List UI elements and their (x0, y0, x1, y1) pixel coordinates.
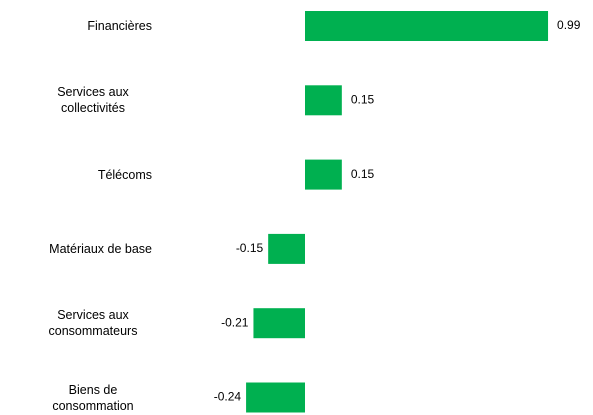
bar (268, 233, 305, 264)
category-label-box: Financières (0, 6, 152, 46)
category-label-box: Matériaux de base (0, 229, 152, 269)
value-label: 0.99 (557, 18, 581, 32)
category-label-box: Services aux collectivités (0, 80, 152, 120)
value-label: 0.15 (351, 167, 375, 181)
category-label: Biens de consommation (52, 382, 134, 413)
category-label-box: Biens de consommation (0, 378, 152, 415)
bar (246, 382, 305, 413)
category-label: Matériaux de base (49, 241, 152, 256)
value-label: -0.21 (221, 315, 249, 329)
category-label-box: Services aux consommateurs (0, 303, 152, 343)
bar (305, 11, 549, 41)
bar (305, 85, 342, 116)
value-label: -0.15 (236, 241, 264, 255)
category-label-box: Télécoms (0, 155, 152, 195)
bar (305, 159, 342, 190)
category-label: Télécoms (97, 167, 152, 182)
value-label: 0.15 (351, 92, 375, 106)
category-label: Services aux consommateurs (48, 308, 138, 339)
bar (253, 308, 305, 339)
category-label: Services aux collectivités (57, 85, 129, 116)
value-label: -0.24 (214, 390, 242, 404)
category-label: Financières (87, 19, 152, 33)
